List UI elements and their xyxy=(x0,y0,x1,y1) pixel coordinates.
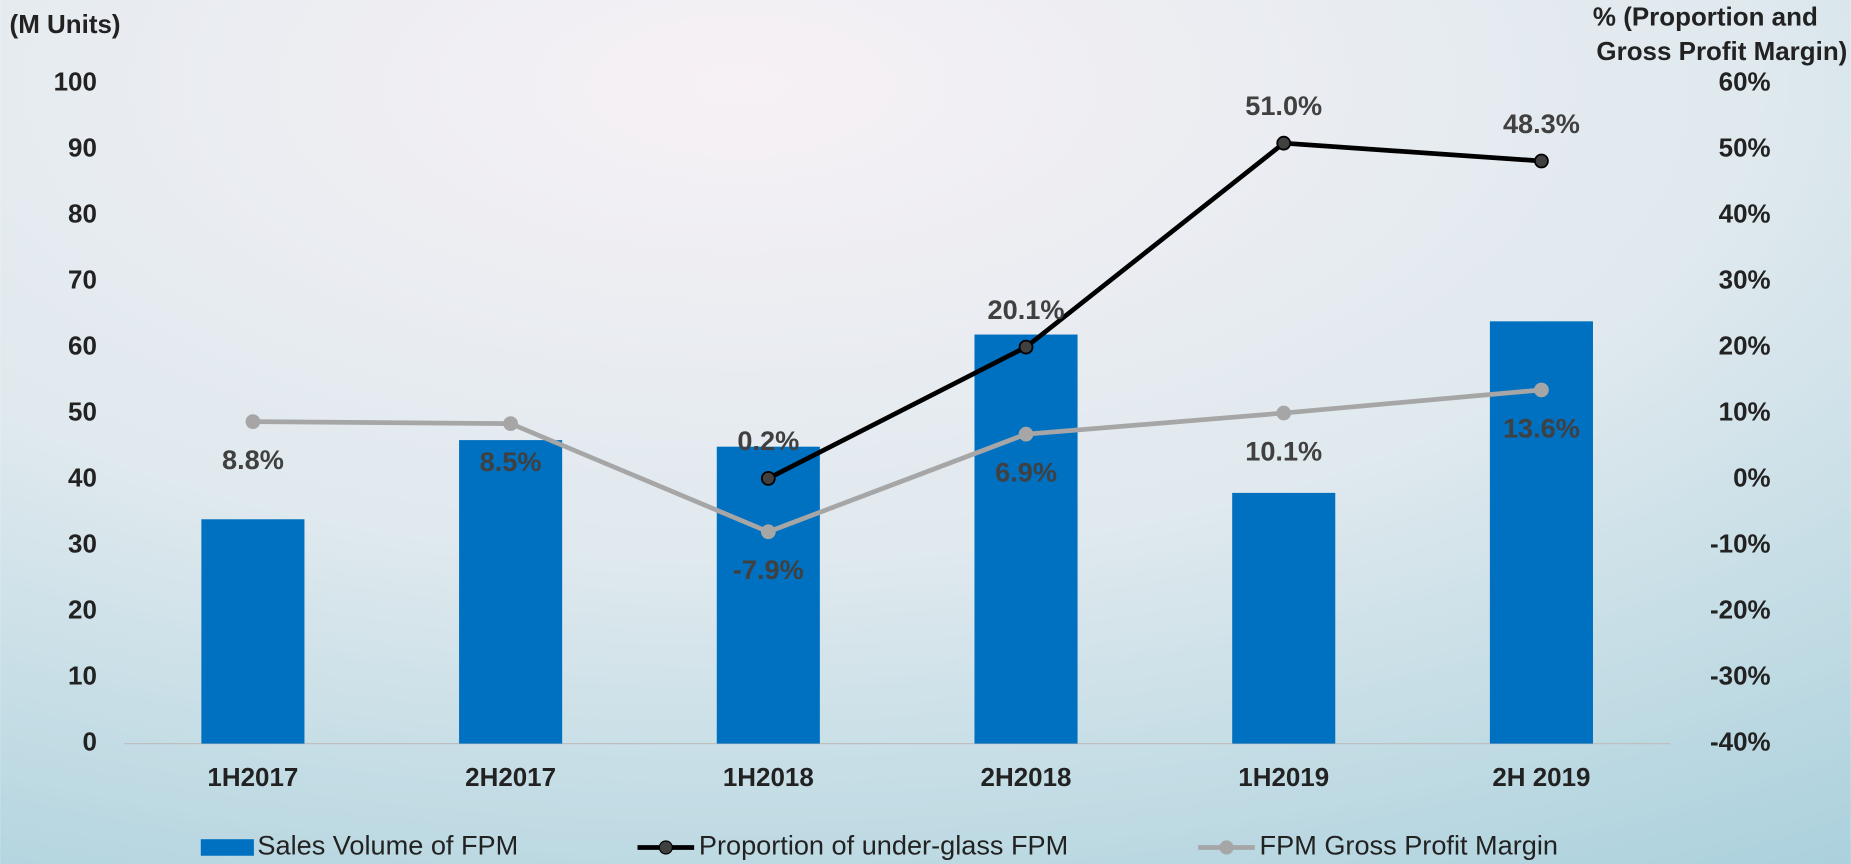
data-label: 20.1% xyxy=(988,294,1065,325)
y-tick-label: 100 xyxy=(54,67,97,97)
y-tick-label: 30 xyxy=(68,529,97,559)
line-marker xyxy=(1534,382,1549,398)
line xyxy=(767,140,1542,481)
y-tick-label: 80 xyxy=(68,199,97,229)
y2-tick-label: -20% xyxy=(1710,595,1771,625)
y2-tick-label: 60% xyxy=(1719,67,1771,97)
bar xyxy=(974,334,1078,744)
data-label: 0.2% xyxy=(737,425,799,456)
line-marker xyxy=(1276,135,1292,151)
data-label: 10.1% xyxy=(1245,435,1322,466)
y-tick-label: 20 xyxy=(68,595,97,625)
line-marker xyxy=(760,470,776,486)
legend-label: Sales Volume of FPM xyxy=(257,830,518,861)
x-tick-label: 2H2018 xyxy=(981,762,1072,792)
line-marker xyxy=(1018,426,1034,442)
y2-tick-label: -10% xyxy=(1710,529,1771,559)
y2-tick-label: -40% xyxy=(1710,726,1771,756)
y2-tick-label: 0% xyxy=(1733,463,1771,493)
y-tick-label: 60 xyxy=(68,331,97,361)
y2-tick-label: 20% xyxy=(1719,331,1771,361)
data-label: 13.6% xyxy=(1503,412,1580,443)
line-marker xyxy=(1276,405,1292,421)
x-tick-label: 2H 2019 xyxy=(1492,762,1590,792)
data-label: 51.0% xyxy=(1245,90,1322,121)
line-marker xyxy=(1534,153,1549,169)
line-marker xyxy=(245,414,261,429)
legend-label: FPM Gross Profit Margin xyxy=(1260,830,1558,861)
y2-tick-label: 30% xyxy=(1719,265,1771,295)
x-tick-label: 2H2017 xyxy=(465,762,556,792)
y-tick-label: 40 xyxy=(68,463,97,493)
y-tick-label: 0 xyxy=(82,726,96,756)
legend-swatch xyxy=(200,839,254,856)
legend-swatch xyxy=(1219,840,1234,855)
bar xyxy=(1232,492,1336,744)
x-tick-label: 1H2019 xyxy=(1238,762,1329,792)
line-marker xyxy=(760,524,776,540)
line-marker xyxy=(503,416,518,431)
y2-tick-label: 10% xyxy=(1719,397,1771,427)
data-label: -7.9% xyxy=(733,554,804,585)
y-tick-label: 70 xyxy=(68,265,97,295)
y-tick-label: 90 xyxy=(68,133,97,163)
legend-label: Proportion of under-glass FPM xyxy=(699,830,1068,861)
y-tick-label: 50 xyxy=(68,397,97,427)
y-axis-title: (M Units) xyxy=(10,9,121,39)
data-label: 48.3% xyxy=(1503,108,1580,139)
y2-tick-label: -30% xyxy=(1710,660,1771,690)
data-label: 6.9% xyxy=(995,456,1057,487)
y-tick-label: 10 xyxy=(68,660,97,690)
data-label: 8.8% xyxy=(222,444,284,475)
y2-axis-title: % (Proportion and xyxy=(1593,2,1818,32)
y2-axis-title: Gross Profit Margin) xyxy=(1596,36,1847,66)
line xyxy=(252,387,1542,535)
x-tick-label: 1H2017 xyxy=(207,762,298,792)
legend-swatch xyxy=(658,840,673,855)
line-marker xyxy=(1018,339,1034,355)
y2-tick-label: 50% xyxy=(1719,133,1771,163)
y2-tick-label: 40% xyxy=(1719,199,1771,229)
bar xyxy=(459,440,563,744)
data-label: 8.5% xyxy=(480,446,542,477)
x-tick-label: 1H2018 xyxy=(723,762,814,792)
bar xyxy=(201,519,305,744)
bar xyxy=(716,446,820,744)
